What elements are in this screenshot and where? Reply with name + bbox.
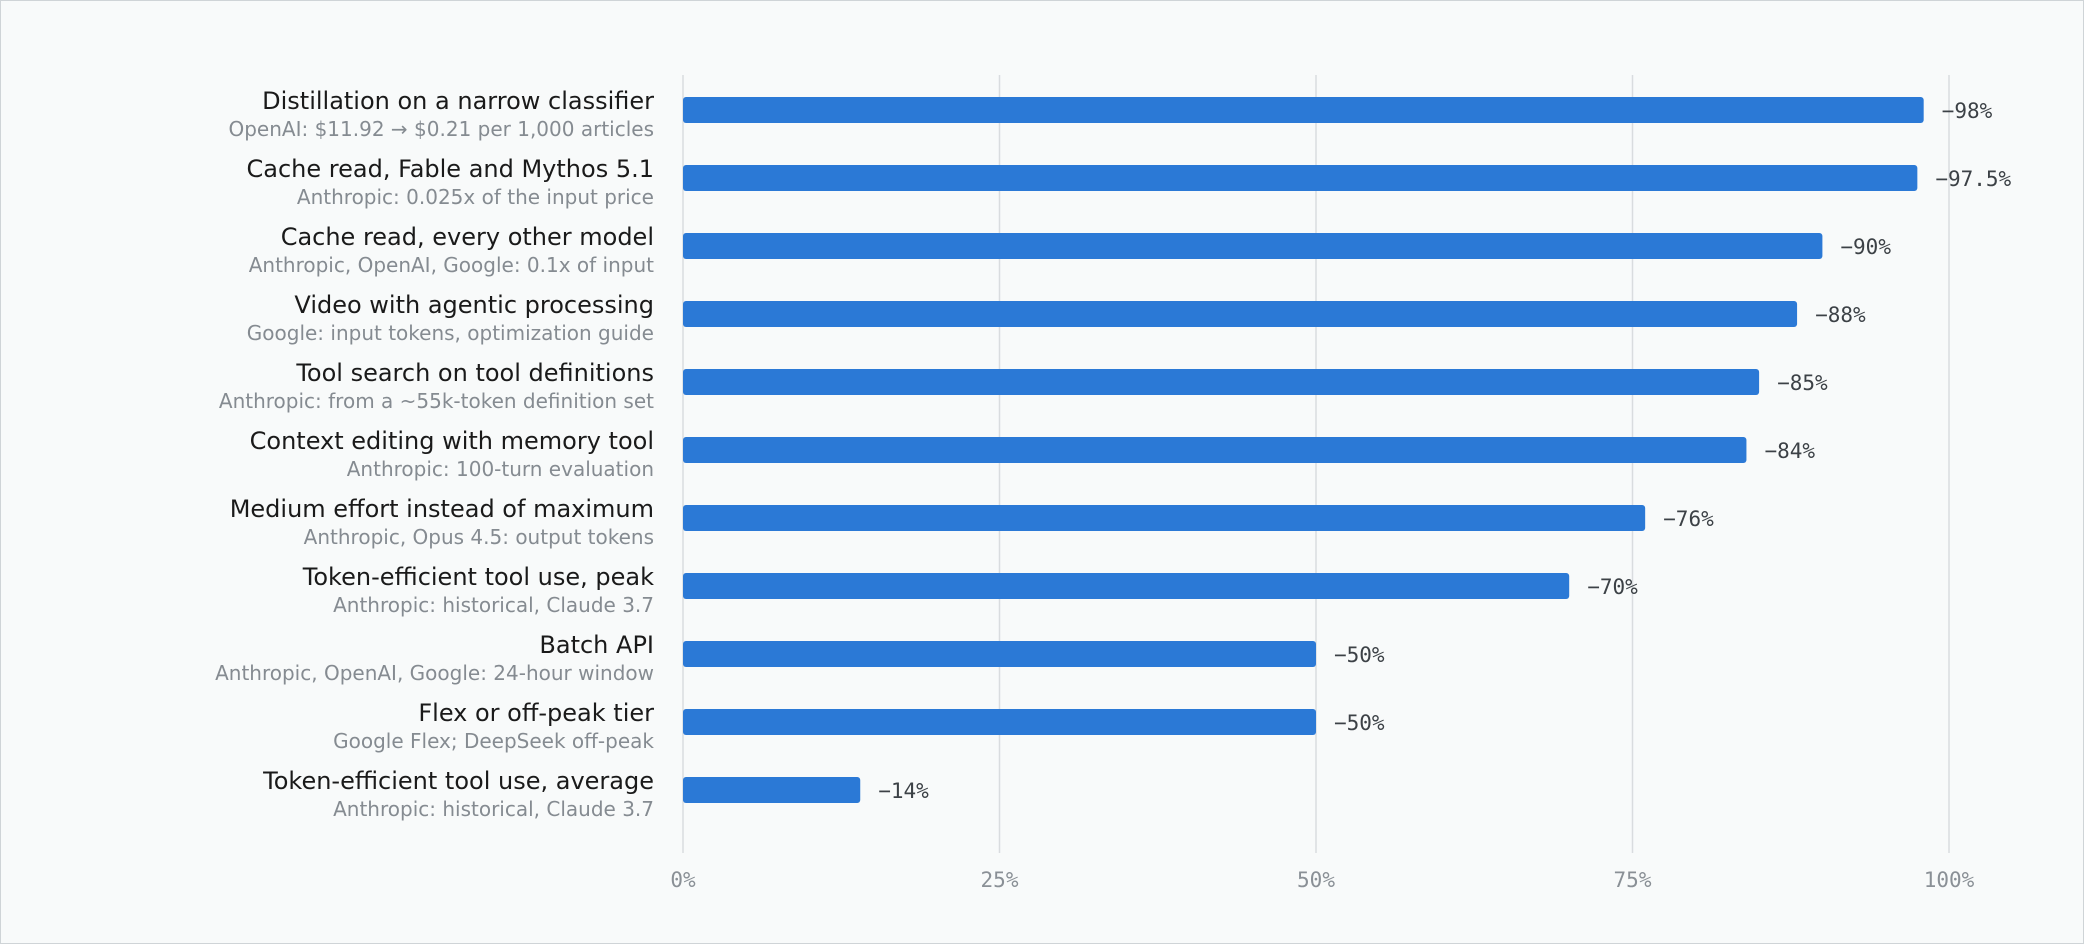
x-tick-label: 100%: [1924, 868, 1975, 892]
x-tick-label: 25%: [981, 868, 1019, 892]
value-label: −76%: [1663, 507, 1714, 531]
x-tick-label: 50%: [1297, 868, 1335, 892]
category-label: Token-efficient tool use, peak: [302, 563, 654, 591]
category-label: Cache read, Fable and Mythos 5.1: [247, 155, 654, 183]
x-tick-label: 0%: [670, 868, 696, 892]
category-label: Medium effort instead of maximum: [230, 495, 654, 523]
bar: [683, 437, 1747, 463]
category-label: Context editing with memory tool: [250, 427, 654, 455]
category-sublabel: Google Flex; DeepSeek off-peak: [333, 729, 654, 753]
value-label: −98%: [1942, 99, 1993, 123]
bar: [683, 709, 1316, 735]
value-label: −50%: [1334, 711, 1385, 735]
category-label: Video with agentic processing: [294, 291, 654, 319]
bar: [683, 641, 1316, 667]
value-label: −14%: [878, 779, 929, 803]
x-axis-ticks: 0% 25% 50% 75% 100%: [670, 868, 1974, 892]
value-label: −50%: [1334, 643, 1385, 667]
category-sublabel: Anthropic: 100-turn evaluation: [347, 457, 654, 481]
category-sublabel: Anthropic, OpenAI, Google: 0.1x of input: [249, 253, 654, 277]
bar: [683, 97, 1924, 123]
bar: [683, 505, 1646, 531]
category-label: Token-efficient tool use, average: [262, 767, 654, 795]
bar: [683, 301, 1798, 327]
value-label: −70%: [1587, 575, 1638, 599]
bar: [683, 777, 861, 803]
category-sublabel: Anthropic: historical, Claude 3.7: [333, 797, 654, 821]
category-sublabel: Anthropic, Opus 4.5: output tokens: [304, 525, 654, 549]
bar-layer: [683, 97, 1924, 803]
bar: [683, 369, 1760, 395]
category-sublabel: Anthropic: historical, Claude 3.7: [333, 593, 654, 617]
bar: [683, 573, 1570, 599]
bar: [683, 233, 1823, 259]
category-sublabel: OpenAI: $11.92 → $0.21 per 1,000 article…: [228, 117, 654, 141]
value-label: −90%: [1840, 235, 1891, 259]
bar: [683, 165, 1918, 191]
value-label: −84%: [1764, 439, 1815, 463]
category-label: Cache read, every other model: [281, 223, 654, 251]
value-label: −88%: [1815, 303, 1866, 327]
category-sublabel: Anthropic: from a ~55k-token definition …: [219, 389, 654, 413]
category-label: Batch API: [539, 631, 654, 659]
grid-layer: [682, 75, 1950, 853]
value-label: −97.5%: [1935, 167, 2011, 191]
category-label: Flex or off-peak tier: [418, 699, 654, 727]
category-label: Distillation on a narrow classifier: [262, 87, 654, 115]
category-sublabel: Google: input tokens, optimization guide: [247, 321, 654, 345]
category-sublabel: Anthropic, OpenAI, Google: 24-hour windo…: [215, 661, 654, 685]
x-tick-label: 75%: [1614, 868, 1652, 892]
value-label: −85%: [1777, 371, 1828, 395]
category-sublabel: Anthropic: 0.025x of the input price: [297, 185, 654, 209]
label-layer: Distillation on a narrow classifierOpenA…: [215, 87, 2011, 821]
category-label: Tool search on tool definitions: [295, 359, 654, 387]
